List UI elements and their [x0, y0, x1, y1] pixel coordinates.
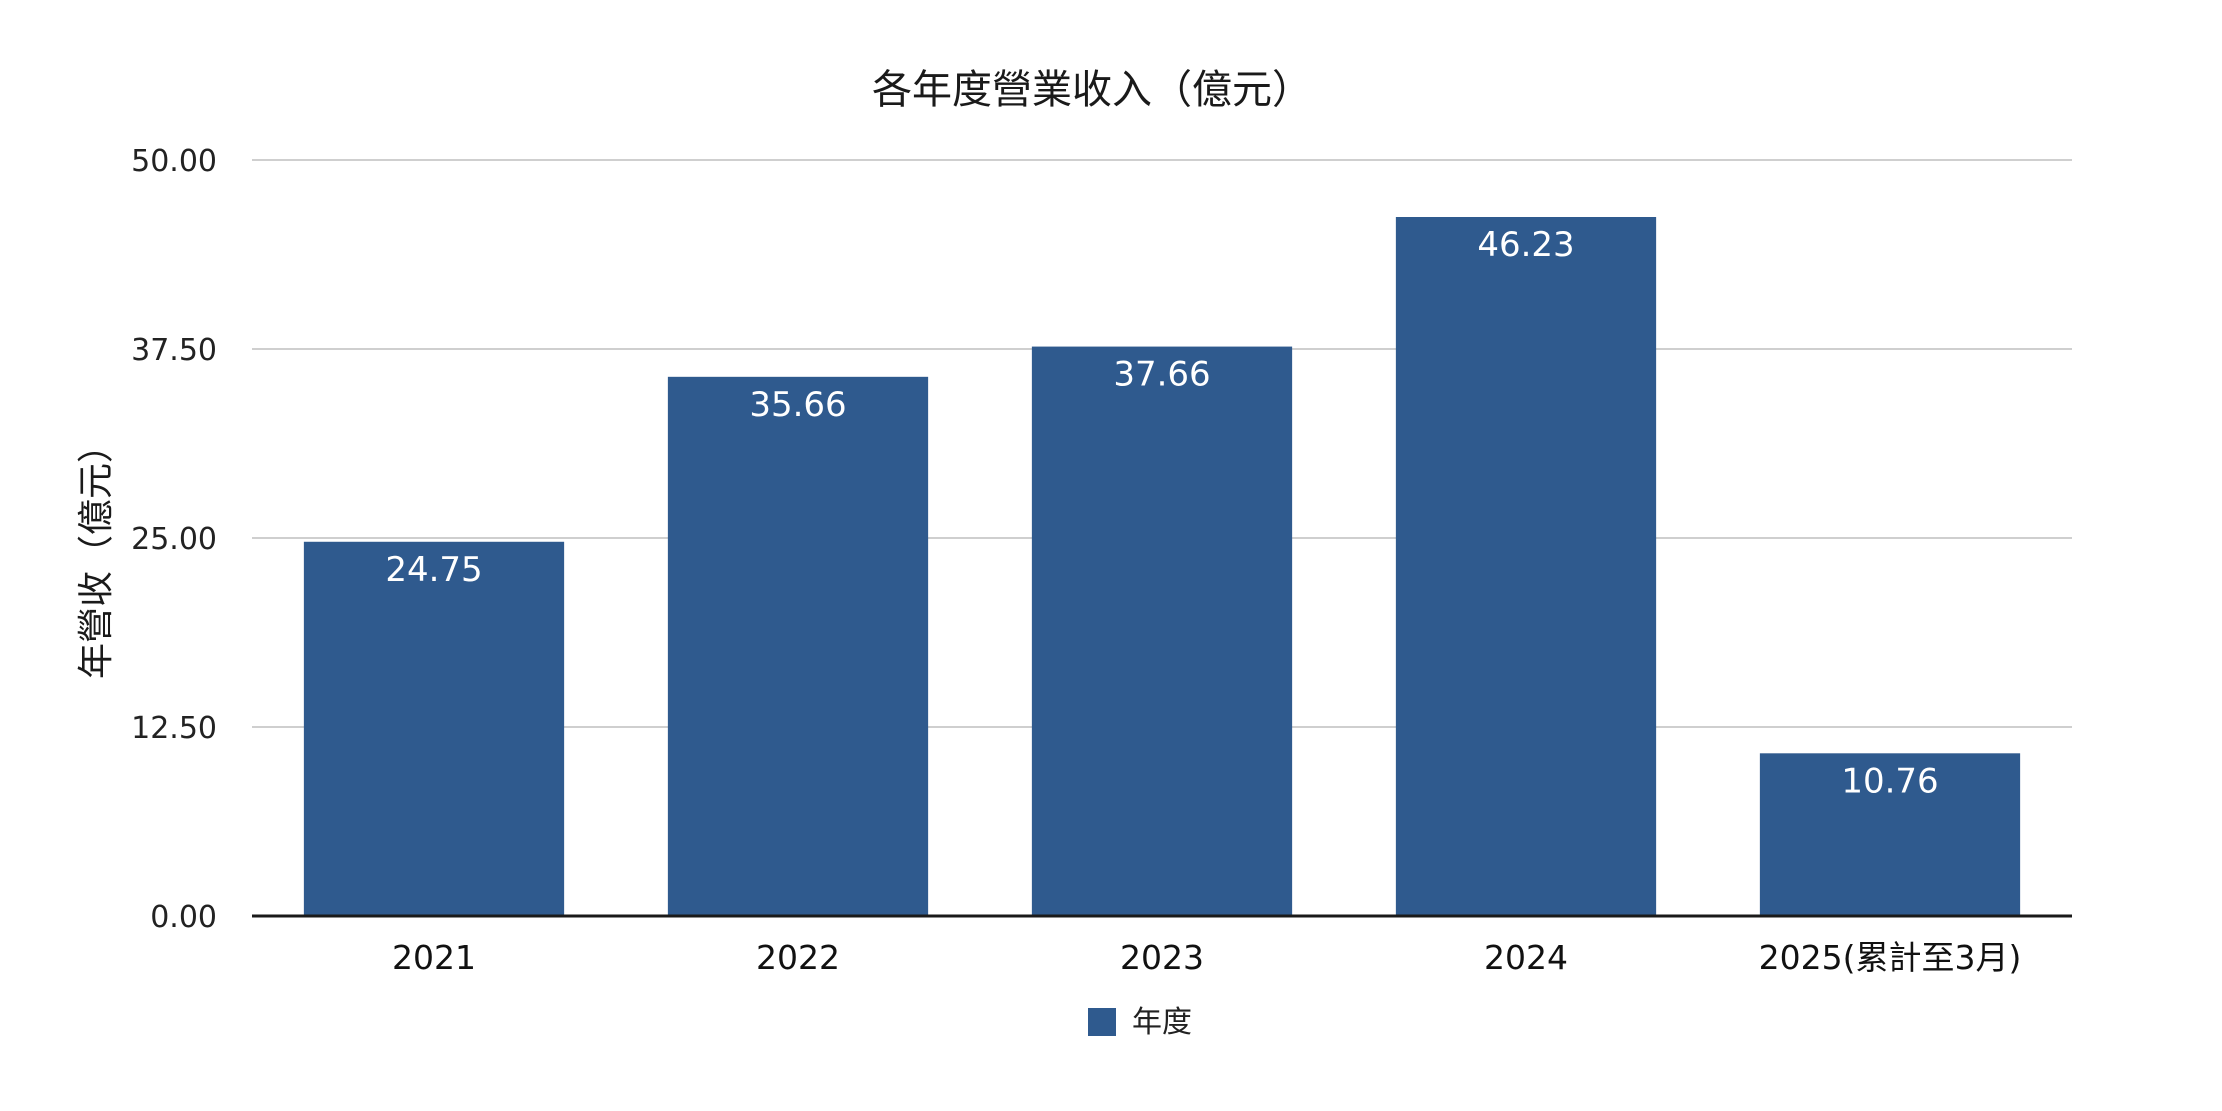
y-tick-label: 37.50	[131, 333, 217, 368]
bar	[303, 541, 565, 916]
legend-label: 年度	[1132, 1005, 1192, 1040]
x-category-label: 2023	[1120, 938, 1204, 977]
bar	[1759, 753, 2021, 916]
y-tick-label: 0.00	[150, 900, 217, 935]
legend: 年度	[1088, 1005, 1192, 1040]
bar-data-label: 10.76	[1841, 761, 1938, 801]
y-axis-title: 年營收（億元）	[76, 427, 117, 679]
bar-data-label: 37.66	[1113, 355, 1210, 395]
bar	[667, 376, 929, 916]
chart-title: 各年度營業收入（億元）	[872, 67, 1312, 113]
bars: 24.75 35.66 37.66 46.23 10.76	[303, 217, 2021, 917]
y-tick-label: 50.00	[131, 144, 217, 179]
bar-data-label: 24.75	[385, 550, 482, 590]
y-tick-label: 25.00	[131, 522, 217, 557]
y-tick-label: 12.50	[131, 711, 217, 746]
x-category-label: 2021	[392, 938, 476, 977]
y-axis: 0.00 12.50 25.00 37.50 50.00	[131, 144, 217, 935]
x-category-label: 2022	[756, 938, 840, 977]
bar	[1031, 346, 1293, 916]
legend-swatch	[1088, 1008, 1116, 1036]
bar	[1395, 217, 1657, 917]
x-category-label: 2025(累計至3月)	[1759, 938, 2022, 977]
x-category-label: 2024	[1484, 938, 1568, 977]
bar-data-label: 35.66	[749, 385, 846, 425]
bar-data-label: 46.23	[1477, 225, 1574, 265]
x-axis: 2021 2022 2023 2024 2025(累計至3月)	[252, 914, 2072, 977]
